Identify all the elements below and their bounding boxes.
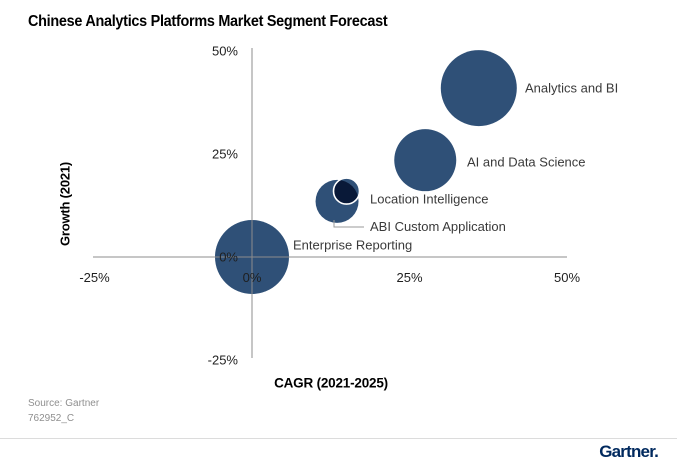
bubble-label-abi-custom-application: ABI Custom Application	[370, 219, 506, 234]
y-tick-label: -25%	[208, 353, 239, 368]
y-axis-title: Growth (2021)	[57, 161, 73, 247]
document-id-text: 762952_C	[28, 413, 75, 424]
y-tick-label: 0%	[219, 250, 238, 265]
bubble-label-location-intelligence: Location Intelligence	[370, 192, 489, 207]
chart-title: Chinese Analytics Platforms Market Segme…	[28, 13, 388, 30]
bubble-location-intelligence	[333, 178, 360, 205]
bubble-ring-location-intelligence	[332, 177, 361, 205]
bubble-analytics-and-bi	[440, 50, 517, 127]
label-leader-line	[333, 220, 364, 228]
footer-divider	[0, 438, 677, 439]
source-text: Source: Gartner	[28, 398, 100, 409]
gartner-logo: Gartner.	[599, 442, 659, 461]
bubble-label-analytics-and-bi: Analytics and BI	[525, 81, 618, 96]
bubble-ai-and-data-science	[394, 129, 457, 192]
x-tick-label: 25%	[396, 270, 422, 285]
x-tick-label: -25%	[79, 270, 110, 285]
y-tick-label: 25%	[212, 147, 238, 162]
x-axis-title: CAGR (2021-2025)	[274, 375, 388, 391]
x-tick-label: 0%	[243, 270, 262, 285]
x-tick-label: 50%	[554, 270, 580, 285]
bubble-label-ai-and-data-science: AI and Data Science	[467, 155, 586, 170]
bubble-label-enterprise-reporting: Enterprise Reporting	[293, 238, 412, 253]
y-tick-label: 50%	[212, 44, 238, 59]
